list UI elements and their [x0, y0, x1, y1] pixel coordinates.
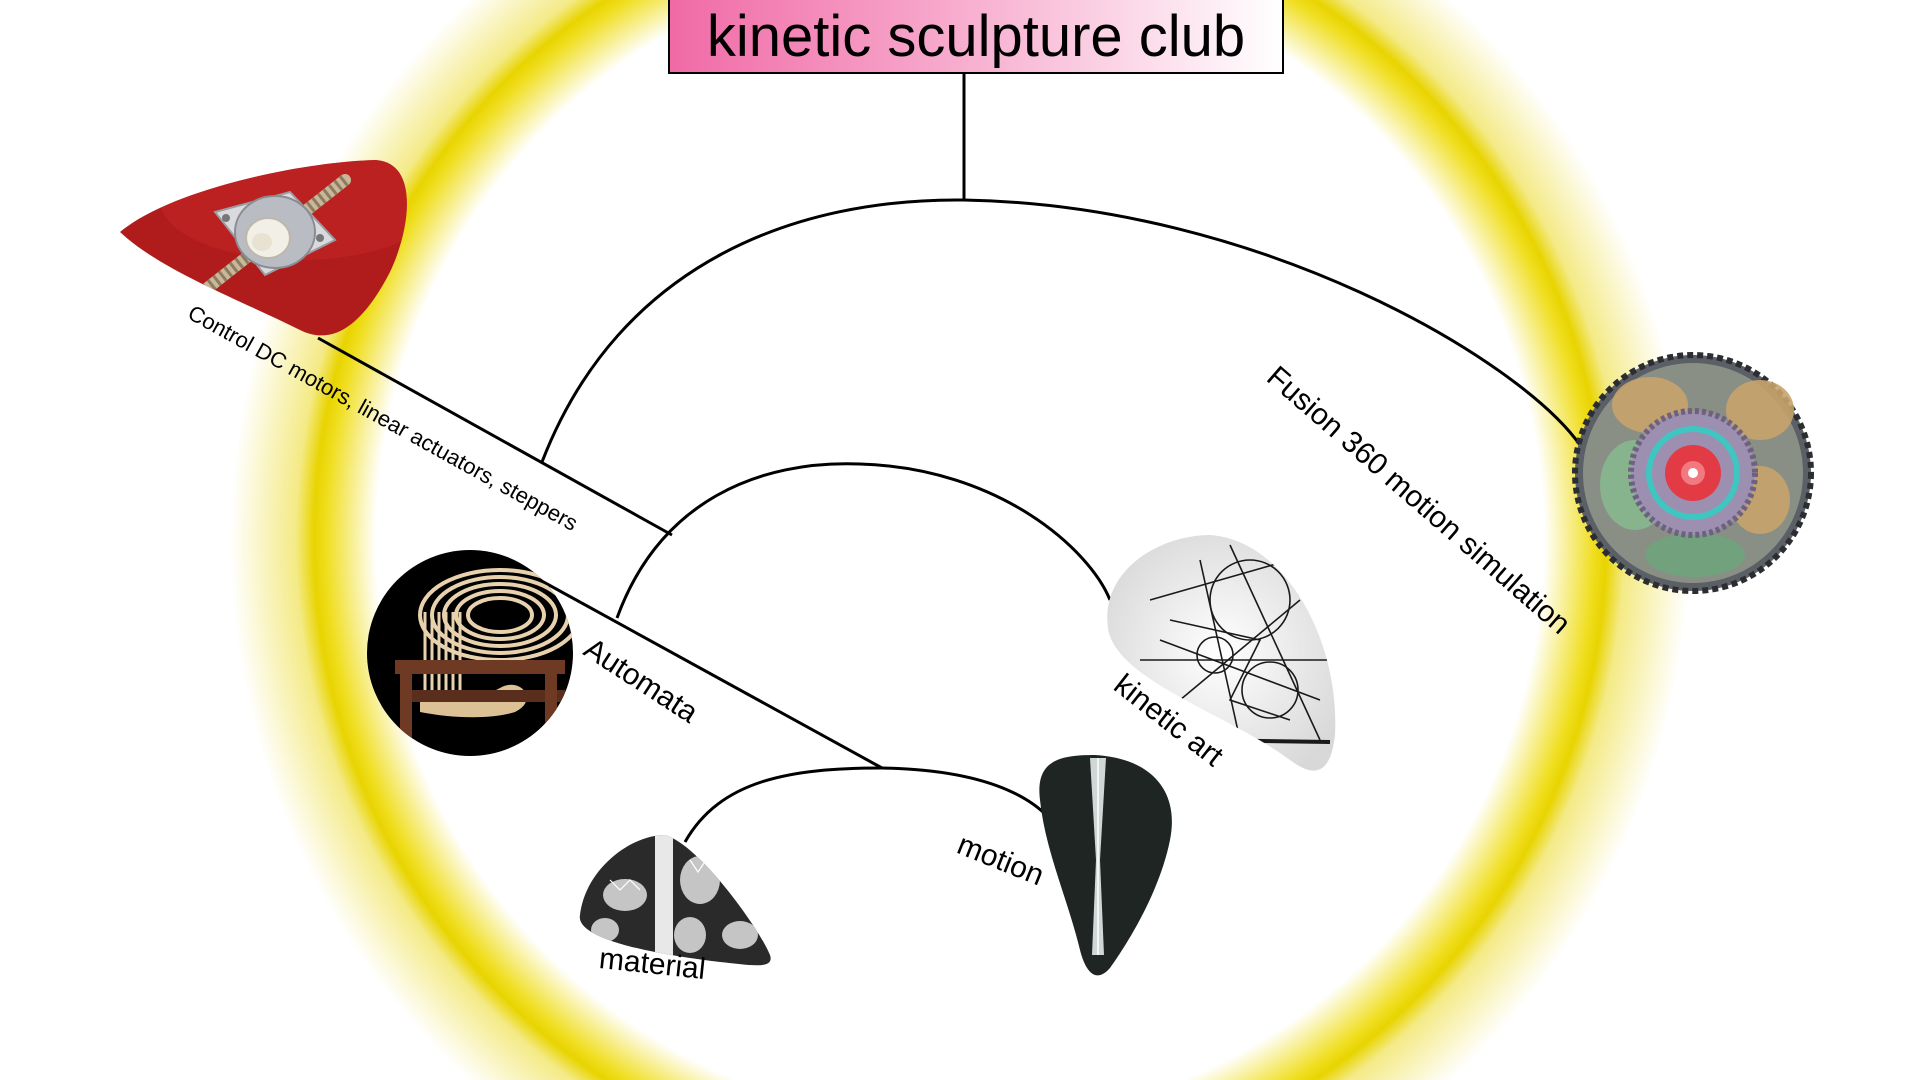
motion-image — [1039, 755, 1172, 976]
automata-image — [367, 550, 573, 756]
motors-branch — [317, 336, 673, 537]
stepper-motor-image — [120, 160, 407, 336]
automata-arc — [615, 462, 1112, 619]
tree-connectors — [317, 72, 1582, 846]
material-image — [579, 835, 771, 966]
kinetic-art-image — [1107, 535, 1336, 771]
automata-branch — [517, 566, 883, 770]
page-title: kinetic sculpture club — [668, 0, 1284, 74]
motion-arc — [683, 766, 1067, 846]
fusion-gear-image — [1572, 352, 1814, 594]
root-arc — [540, 198, 1582, 463]
